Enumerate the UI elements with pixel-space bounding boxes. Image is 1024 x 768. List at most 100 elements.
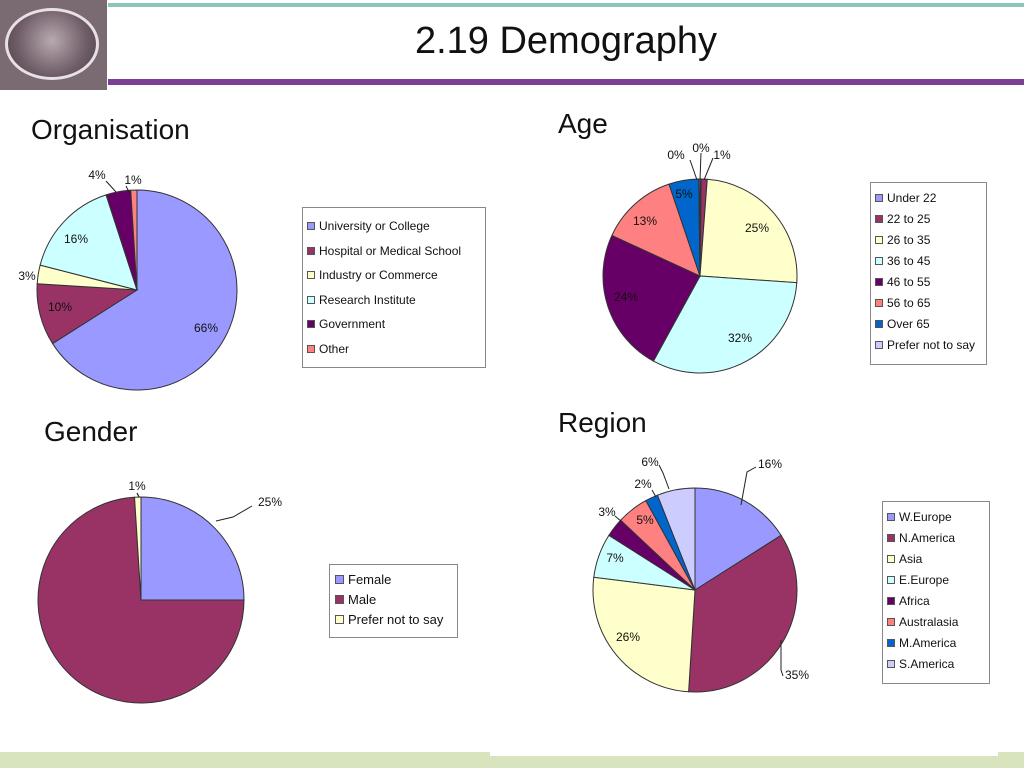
age-legend-swatch-22-to-25 [875, 214, 883, 223]
region-legend-label-e-europe: E.Europe [899, 572, 950, 587]
age-pie: 0% 1%25%32%24%13%5%0% [602, 141, 798, 374]
age-slice-36-to-45 [652, 275, 798, 374]
gender-slice-prefer-not-to-say [133, 496, 142, 601]
region-legend-item-w-europe: W.Europe [887, 506, 985, 527]
organisation-label-other: 1% [124, 173, 142, 187]
gender-slice-female [140, 496, 245, 601]
region-slice-asia [592, 576, 696, 693]
region-label-s-america: 6% [641, 455, 659, 469]
organisation-label-university-or-college: 66% [194, 321, 218, 335]
gender-legend-label-female: Female [348, 571, 392, 587]
region-legend-label-australasia: Australasia [899, 615, 959, 630]
region-leader-africa [614, 515, 623, 523]
region-legend-label-africa: Africa [899, 594, 930, 609]
footer-gap [490, 752, 998, 756]
age-legend-item-26-to-35: 26 to 35 [875, 229, 982, 250]
age-legend-label-46-to-55: 46 to 55 [887, 275, 931, 290]
age-label-over-65: 5% [675, 187, 693, 201]
region-legend-item-australasia: Australasia [887, 612, 985, 633]
region-title: Region [558, 407, 647, 438]
region-label-africa: 3% [598, 505, 616, 519]
footer-bar [0, 752, 1024, 768]
gender-label-female: 25% [258, 495, 282, 509]
region-legend-label-asia: Asia [899, 551, 923, 566]
age-slice-26-to-35 [699, 178, 798, 284]
organisation-label-government: 4% [88, 168, 106, 182]
gender-legend-swatch-female [335, 574, 344, 584]
organisation-legend-item-industry-or-commerce: Industry or Commerce [307, 263, 481, 288]
age-legend-item-36-to-45: 36 to 45 [875, 250, 982, 271]
gender-legend-item-female: Female [335, 569, 452, 589]
region-slice-w-europe [694, 487, 782, 591]
organisation-legend-swatch-research-institute [307, 295, 315, 304]
logo [0, 0, 107, 90]
region-slice-s-america [656, 487, 696, 591]
gender-leader-female [215, 505, 253, 522]
region-legend-swatch-e-europe [887, 575, 895, 584]
region-legend-label-n-america: N.America [899, 530, 956, 545]
organisation-label-hospital-or-medical-school: 10% [48, 300, 72, 314]
gender-title: Gender [44, 416, 138, 447]
region-legend: W.Europe N.America Asia E.Europe Africa Austr… [882, 501, 990, 684]
age-legend-label-36-to-45: 36 to 45 [887, 253, 931, 268]
region-legend-swatch-w-europe [887, 512, 895, 521]
organisation-legend-item-research-institute: Research Institute [307, 288, 481, 313]
age-legend-swatch-46-to-55 [875, 278, 883, 287]
region-legend-item-africa: Africa [887, 591, 985, 612]
gender-label-prefer-not-to-say: 1% [128, 479, 146, 493]
organisation-label-research-institute: 16% [64, 232, 88, 246]
organisation-legend-item-hospital-or-medical-school: Hospital or Medical School [307, 239, 481, 264]
age-label-26-to-35: 25% [745, 221, 769, 235]
age-legend-item-prefer-not-to-say: Prefer not to say [875, 335, 982, 356]
age-legend-item-46-to-55: 46 to 55 [875, 272, 982, 293]
age-legend-item-under-22: Under 22 [875, 187, 982, 208]
organisation-legend-label-hospital-or-medical-school: Hospital or Medical School [319, 243, 462, 258]
age-legend-label-under-22: Under 22 [887, 190, 937, 205]
gender-slice-male [37, 496, 245, 704]
page-title: 2.19 Demography [414, 20, 718, 62]
age-label-22-to-25: 1% [713, 148, 731, 162]
region-legend-swatch-africa [887, 597, 895, 606]
region-legend-swatch-australasia [887, 618, 895, 627]
age-leader-22-to-25 [703, 157, 714, 181]
age-leader-prefer-not-to-say [699, 152, 702, 181]
organisation-legend-label-research-institute: Research Institute [319, 292, 416, 307]
gender-legend-swatch-male [335, 594, 344, 604]
gender-legend-item-male: Male [335, 589, 452, 609]
organisation-label-industry-or-commerce: 3% [18, 269, 36, 283]
region-legend-swatch-s-america [887, 660, 895, 669]
age-label-56-to-65: 13% [633, 214, 657, 228]
organisation-legend: University or College Hospital or Medical… [302, 207, 486, 368]
organisation-legend-swatch-university-or-college [307, 222, 315, 231]
organisation-leader-other [125, 185, 131, 195]
age-legend-label-26-to-35: 26 to 35 [887, 232, 931, 247]
logo-emblem [5, 8, 99, 80]
age-legend-swatch-56-to-65 [875, 299, 883, 308]
organisation-legend-label-industry-or-commerce: Industry or Commerce [319, 268, 438, 283]
age-label-under-22: 0% [667, 148, 685, 162]
age-legend-item-22-to-25: 22 to 25 [875, 208, 982, 229]
region-legend-label-m-america: M.America [899, 636, 957, 651]
age-legend: Under 22 22 to 25 26 to 35 36 to 45 46 to 55… [870, 182, 987, 365]
region-legend-item-asia: Asia [887, 548, 985, 569]
age-legend-label-56-to-65: 56 to 65 [887, 296, 931, 311]
region-legend-swatch-asia [887, 554, 895, 563]
region-leader-w-europe [740, 466, 757, 506]
age-legend-item-over-65: Over 65 [875, 314, 982, 335]
organisation-legend-item-other: Other [307, 337, 481, 362]
gender-legend-swatch-prefer-not-to-say [335, 614, 344, 624]
age-title: Age [558, 108, 608, 139]
title-divider [108, 79, 1024, 85]
age-legend-label-over-65: Over 65 [887, 317, 930, 332]
organisation-legend-swatch-industry-or-commerce [307, 271, 315, 280]
region-legend-swatch-m-america [887, 639, 895, 648]
age-legend-swatch-prefer-not-to-say [875, 341, 883, 350]
region-label-n-america: 35% [785, 668, 809, 682]
region-pie: 16% 35% 26% 7% 3% 5% 2% 6% [592, 455, 809, 693]
organisation-title: Organisation [31, 114, 190, 145]
organisation-legend-label-government: Government [319, 317, 386, 332]
region-legend-item-m-america: M.America [887, 633, 985, 654]
region-label-australasia: 5% [636, 513, 654, 527]
region-legend-label-w-europe: W.Europe [899, 509, 952, 524]
region-leader-s-america [658, 464, 670, 490]
